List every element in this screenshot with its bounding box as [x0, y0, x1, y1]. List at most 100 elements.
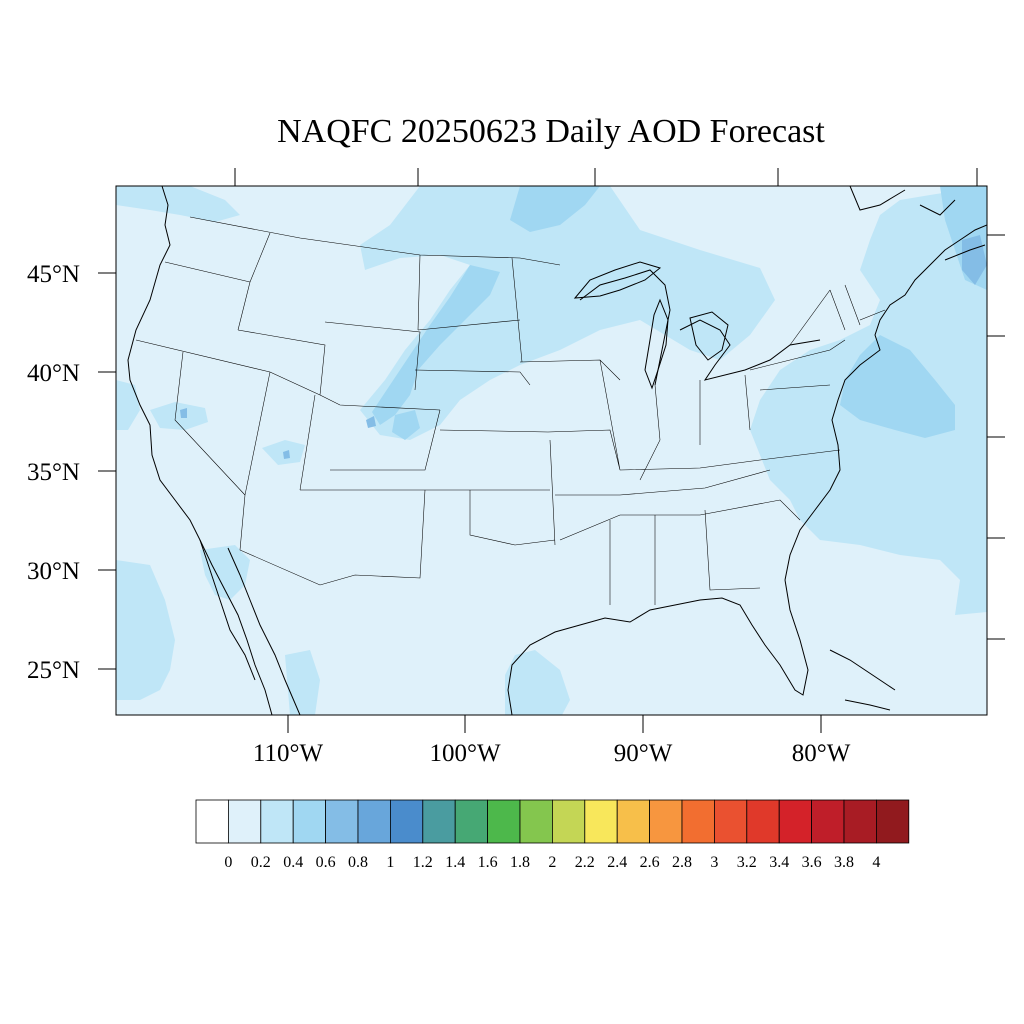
colorbar-label: 2.8 — [672, 854, 692, 871]
southwest-lines — [239, 409, 441, 586]
lon-label: 90°W — [614, 740, 673, 767]
aod-band-colorado — [392, 410, 420, 440]
aod-band-sonora — [285, 650, 320, 715]
aod-band-peak-nevada — [180, 408, 187, 418]
colorbar-swatch — [778, 799, 813, 844]
canada-coast-ne — [849, 186, 986, 261]
aod-band-mexico-gulf — [505, 650, 570, 715]
midwest-lines — [519, 359, 841, 481]
colorbar-label: 0.8 — [348, 854, 368, 871]
lon-label: 110°W — [253, 740, 324, 767]
aod-band-peak-utah — [283, 450, 290, 459]
lon-label: 100°W — [429, 740, 500, 767]
colorbar: 0 0.2 0.4 0.6 0.8 1 1.2 1.4 1.6 1.8 2 2.2 2.4 2.6 2.8 3… — [195, 799, 910, 871]
top-ticks — [234, 168, 978, 186]
gulf-coastline — [507, 579, 809, 715]
lake-huron — [689, 311, 729, 361]
aod-contours — [116, 186, 987, 715]
lake-michigan — [644, 298, 669, 390]
colorbar-swatch — [487, 799, 521, 844]
colorbar-swatch — [681, 799, 715, 844]
east-coastline — [784, 224, 987, 581]
colorbar-swatch — [746, 799, 780, 844]
state-borders — [135, 216, 886, 605]
lat-label: 25°N — [27, 657, 80, 684]
gulf-of-california-coast — [227, 547, 301, 715]
aod-band-peak-ne — [962, 235, 987, 285]
plains-lines — [414, 319, 556, 546]
lat-label: 40°N — [27, 360, 80, 387]
colorbar-label: 0.6 — [316, 854, 336, 871]
lake-superior — [573, 261, 662, 299]
coastlines — [127, 186, 987, 715]
colorbar-label: 1 — [386, 854, 394, 871]
colorbar-label: 1.8 — [510, 854, 530, 871]
aod-band-great-lakes — [510, 186, 600, 232]
west-interior-lines — [135, 339, 441, 496]
map-panel — [98, 168, 1005, 733]
colorbar-label: 2.4 — [607, 854, 627, 871]
colorbar-swatch — [649, 799, 683, 844]
colorbar-swatch — [292, 799, 327, 844]
aod-band-nevada — [150, 402, 208, 430]
southeast-lines — [555, 469, 801, 605]
colorbar-swatch — [811, 799, 845, 844]
map-frame — [115, 185, 988, 716]
colorbar-swatch — [325, 799, 359, 844]
colorbar-swatch — [260, 799, 294, 844]
aod-band-baja — [200, 545, 250, 600]
colorbar-swatch — [357, 799, 391, 844]
great-lakes-shore — [579, 269, 821, 386]
colorbar-swatch — [422, 799, 456, 844]
colorbar-label: 3.2 — [737, 854, 757, 871]
colorbar-swatch — [616, 799, 651, 844]
map-title: NAQFC 20250623 Daily AOD Forecast — [277, 113, 825, 150]
colorbar-swatch — [389, 799, 424, 844]
lat-label: 30°N — [27, 558, 80, 585]
colorbar-swatch — [227, 799, 262, 844]
colorbar-swatch — [584, 799, 618, 844]
colorbar-swatch — [552, 799, 586, 844]
aod-band-nw-coast — [116, 186, 240, 222]
bottom-ticks — [287, 715, 822, 733]
florida-keys-islands — [829, 649, 896, 711]
colorbar-label: 2 — [548, 854, 556, 871]
longitude-labels: 110°W 100°W 90°W 80°W — [253, 740, 851, 767]
colorbar-label: 1.6 — [478, 854, 498, 871]
colorbar-label: 3.4 — [769, 854, 789, 871]
colorbar-swatch — [876, 799, 910, 844]
right-ticks — [987, 234, 1005, 640]
lat-label: 35°N — [27, 459, 80, 486]
colorbar-swatch — [195, 799, 229, 844]
latitude-labels: 45°N 40°N 35°N 30°N 25°N — [27, 261, 80, 684]
colorbar-swatch — [519, 799, 553, 844]
west-coastline — [127, 186, 273, 715]
aod-band-north-plume — [360, 186, 775, 440]
colorbar-label: 1.2 — [413, 854, 433, 871]
lon-label: 80°W — [792, 740, 851, 767]
colorbar-label: 4 — [872, 854, 880, 871]
colorbar-label: 0.4 — [283, 854, 303, 871]
left-ticks — [98, 272, 116, 670]
colorbar-label: 0 — [224, 854, 232, 871]
northern-interior-lines — [164, 232, 523, 396]
aod-band-peak-colorado — [366, 416, 376, 428]
colorbar-label: 2.2 — [575, 854, 595, 871]
lat-label: 45°N — [27, 261, 80, 288]
colorbar-label: 0.2 — [251, 854, 271, 871]
colorbar-swatch — [454, 799, 489, 844]
colorbar-label: 3 — [710, 854, 718, 871]
aod-band-plains — [372, 265, 500, 425]
colorbar-swatch — [714, 799, 748, 844]
aod-band-mid-east — [840, 335, 955, 438]
colorbar-label: 3.8 — [834, 854, 854, 871]
colorbar-label: 1.4 — [445, 854, 465, 871]
baja-coast — [199, 539, 256, 681]
aod-band-pacific-sw — [116, 380, 140, 430]
colorbar-swatch — [843, 799, 877, 844]
colorbar-label: 2.6 — [640, 854, 660, 871]
colorbar-label: 3.6 — [802, 854, 822, 871]
northeast-lines — [749, 284, 886, 391]
aod-band-west-coast — [116, 560, 175, 700]
